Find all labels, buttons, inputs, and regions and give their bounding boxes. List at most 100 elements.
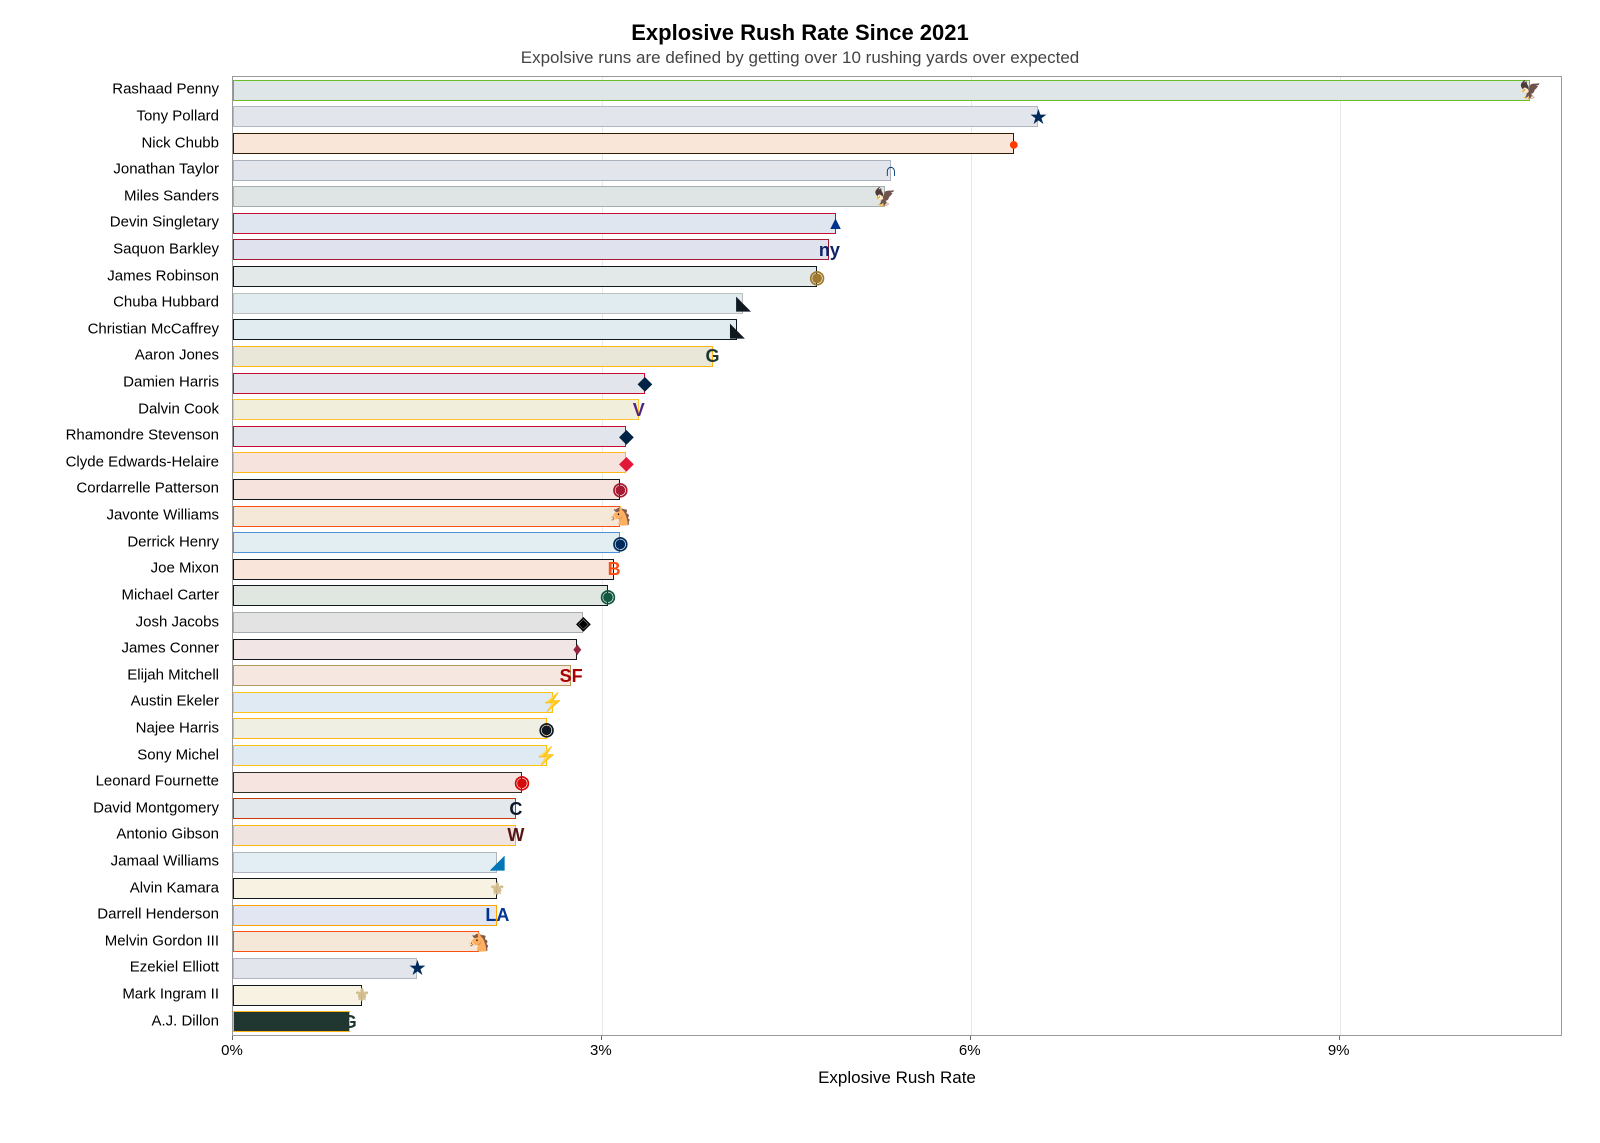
team-logo-icon: ⚡ <box>541 690 565 714</box>
team-logo-icon: 🦅 <box>873 185 897 209</box>
bar <box>233 718 547 739</box>
team-logo-icon: B <box>602 557 626 581</box>
team-logo-icon: G <box>701 344 725 368</box>
bar <box>233 80 1530 101</box>
player-label: Melvin Gordon III <box>105 932 219 949</box>
team-logo-icon: ∩ <box>879 158 903 182</box>
player-label: Javonte Williams <box>106 507 219 524</box>
bar <box>233 958 417 979</box>
team-logo-icon: ♦ <box>565 637 589 661</box>
player-label: Chuba Hubbard <box>113 294 219 311</box>
player-label: Nick Chubb <box>141 134 219 151</box>
team-logo-icon: SF <box>559 664 583 688</box>
team-logo-icon: ◣ <box>731 291 755 315</box>
chart-subtitle: Expolsive runs are defined by getting ov… <box>20 48 1580 68</box>
team-logo-icon: ★ <box>1026 105 1050 129</box>
team-logo-icon: ◉ <box>596 584 620 608</box>
player-label: David Montgomery <box>93 799 219 816</box>
bar <box>233 772 522 793</box>
player-label: Rashaad Penny <box>112 81 219 98</box>
bar <box>233 585 608 606</box>
bar <box>233 293 743 314</box>
bar <box>233 985 362 1006</box>
chart-container: Explosive Rush Rate Since 2021 Expolsive… <box>20 20 1580 1123</box>
team-logo-icon: W <box>504 823 528 847</box>
bar <box>233 852 497 873</box>
player-label: Christian McCaffrey <box>88 320 219 337</box>
bar <box>233 612 583 633</box>
x-axis-label: Explosive Rush Rate <box>232 1068 1562 1088</box>
x-tick-mark <box>601 1036 602 1040</box>
x-tick-label: 6% <box>959 1042 981 1059</box>
player-label: Najee Harris <box>136 719 219 736</box>
team-logo-icon: 🐴 <box>608 504 632 528</box>
team-logo-icon: ny <box>817 238 841 262</box>
player-label: Mark Ingram II <box>122 986 219 1003</box>
team-logo-icon: V <box>627 398 651 422</box>
x-tick-label: 3% <box>590 1042 612 1059</box>
player-label: Austin Ekeler <box>131 693 219 710</box>
bar <box>233 692 553 713</box>
team-logo-icon: ⚡ <box>535 744 559 768</box>
player-label: Darrell Henderson <box>97 906 219 923</box>
player-label: Aaron Jones <box>135 347 219 364</box>
bar <box>233 239 829 260</box>
team-logo-icon: ⚜ <box>350 983 374 1007</box>
bar <box>233 559 614 580</box>
bar <box>233 745 547 766</box>
bar <box>233 186 885 207</box>
plot-area: Rashaad Penny Tony Pollard Nick Chubb Jonat… <box>20 76 1580 1096</box>
x-tick-label: 9% <box>1328 1042 1350 1059</box>
team-logo-icon: ◉ <box>805 265 829 289</box>
bar <box>233 665 571 686</box>
team-logo-icon: ◉ <box>608 531 632 555</box>
bar <box>233 506 620 527</box>
bar <box>233 319 737 340</box>
player-label: Antonio Gibson <box>116 826 219 843</box>
bar <box>233 798 516 819</box>
player-label: Devin Singletary <box>110 214 219 231</box>
bar <box>233 452 626 473</box>
bar <box>233 1011 350 1032</box>
player-label: Sony Michel <box>137 746 219 763</box>
x-tick-label: 0% <box>221 1042 243 1059</box>
gridline <box>1340 77 1341 1035</box>
player-label: Cordarrelle Patterson <box>76 480 219 497</box>
player-label: Leonard Fournette <box>96 773 219 790</box>
team-logo-icon: C <box>504 797 528 821</box>
bar <box>233 346 713 367</box>
x-tick-mark <box>232 1036 233 1040</box>
player-label: Alvin Kamara <box>130 879 219 896</box>
player-label: Tony Pollard <box>136 107 219 124</box>
player-label: Clyde Edwards-Helaire <box>66 453 219 470</box>
bar <box>233 931 479 952</box>
bar <box>233 266 817 287</box>
player-label: Damien Harris <box>123 374 219 391</box>
bar <box>233 399 639 420</box>
team-logo-icon: ⚜ <box>485 877 509 901</box>
team-logo-icon: ◢ <box>485 850 509 874</box>
bar <box>233 639 577 660</box>
team-logo-icon: ◉ <box>510 770 534 794</box>
player-label: James Robinson <box>107 267 219 284</box>
team-logo-icon: ◆ <box>614 424 638 448</box>
player-label: James Conner <box>121 640 219 657</box>
player-label: Miles Sanders <box>124 187 219 204</box>
chart-title: Explosive Rush Rate Since 2021 <box>20 20 1580 46</box>
player-label: Rhamondre Stevenson <box>66 427 219 444</box>
bar <box>233 213 836 234</box>
x-tick-mark <box>970 1036 971 1040</box>
gridline <box>971 77 972 1035</box>
team-logo-icon: 🦅 <box>1518 78 1542 102</box>
bar <box>233 160 891 181</box>
team-logo-icon: ★ <box>405 956 429 980</box>
player-label: Michael Carter <box>121 586 219 603</box>
bar <box>233 133 1014 154</box>
player-label: Dalvin Cook <box>138 400 219 417</box>
team-logo-icon: ● <box>1002 132 1026 156</box>
player-label: Jonathan Taylor <box>113 161 219 178</box>
y-axis-labels: Rashaad Penny Tony Pollard Nick Chubb Jonat… <box>20 76 225 1036</box>
bar <box>233 479 620 500</box>
player-label: A.J. Dillon <box>151 1012 219 1029</box>
team-logo-icon: ▲ <box>824 211 848 235</box>
